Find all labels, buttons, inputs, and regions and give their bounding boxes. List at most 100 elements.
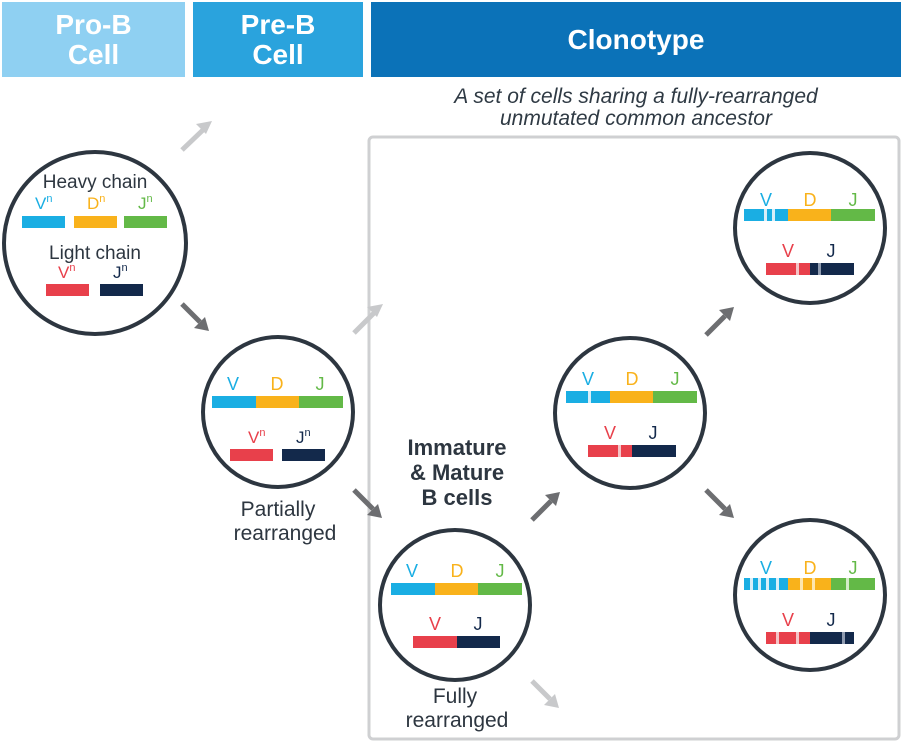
prob-j-heavy-segment — [124, 216, 167, 228]
prob-j-heavy-label: Jn — [138, 193, 153, 213]
fully-v-light-segment — [413, 636, 457, 648]
prob-j-light-label: Jn — [113, 262, 128, 282]
arrow-dark-prob-to-preb — [180, 302, 209, 331]
fully-label-line1: Fully — [433, 685, 478, 708]
mid-j-light-label: J — [649, 423, 658, 443]
arrow-dark-mature-to-mid — [530, 492, 560, 522]
immature-label-line1: Immature — [407, 435, 506, 460]
bottom-mutation-mark-5 — [800, 578, 803, 590]
mid-mutation-mark — [588, 391, 591, 403]
mid-d-label: D — [626, 369, 639, 389]
bottom-light-mutation-mark-1 — [776, 632, 779, 644]
mid-v-light-label: V — [604, 423, 616, 443]
mid-v-label: V — [582, 369, 594, 389]
top-light-mutation-mark-1 — [796, 263, 799, 275]
heavy-chain-label: Heavy chain — [43, 172, 148, 193]
fully-d-segment — [435, 583, 478, 595]
mutated-cell-middle-circle — [553, 336, 707, 490]
arrow-light-mature-down — [530, 679, 559, 708]
mutated-cell-middle: V D J V J — [553, 336, 707, 490]
top-light-mutation-mark-2 — [818, 263, 821, 275]
fully-j-light-label: J — [474, 614, 483, 634]
top-d-segment — [788, 209, 831, 221]
bottom-d-label: D — [804, 558, 817, 578]
top-j-light-segment — [810, 263, 854, 275]
fully-d-label: D — [451, 561, 464, 581]
fully-v-label: V — [406, 561, 418, 581]
pre-b-cell: V D J Vn Jn — [201, 335, 355, 489]
bottom-j-label: J — [849, 558, 858, 578]
arrow-dark-mid-to-bottom — [704, 488, 734, 518]
header-pro-b-cell: Pro-B Cell — [2, 2, 185, 77]
bottom-mutation-mark-2 — [758, 578, 761, 590]
mid-d-segment — [610, 391, 653, 403]
top-j-label: J — [849, 190, 858, 210]
mid-v-light-segment — [588, 445, 632, 457]
bottom-j-light-label: J — [827, 610, 836, 630]
fully-j-segment — [478, 583, 522, 595]
bottom-light-mutation-mark-2 — [796, 632, 799, 644]
prob-j-light-segment — [100, 284, 143, 296]
top-mutation-mark-1 — [764, 209, 767, 221]
mid-light-mutation-mark — [618, 445, 621, 457]
prob-v-light-segment — [46, 284, 89, 296]
clonotype-box — [367, 135, 901, 741]
partially-label-line1: Partially — [241, 498, 316, 521]
bottom-mutation-mark-7 — [846, 578, 849, 590]
pre-b-cell-circle — [201, 335, 355, 489]
arrow-light-prob-up — [180, 121, 212, 152]
fully-rearranged-circle — [378, 528, 532, 682]
preb-j-light-segment — [282, 449, 325, 461]
immature-label-line3: B cells — [422, 485, 493, 510]
top-v-light-segment — [766, 263, 810, 275]
header-clonotype: Clonotype — [371, 2, 901, 77]
light-chain-label: Light chain — [49, 243, 141, 264]
header-pre-b-cell: Pre-B Cell — [193, 2, 363, 77]
bottom-mutation-mark-6 — [812, 578, 815, 590]
arrows — [180, 121, 734, 708]
partially-label-line2: rearranged — [234, 522, 337, 545]
fully-v-segment — [391, 583, 435, 595]
prob-v-heavy-segment — [22, 216, 65, 228]
clonotype-caption: A set of cells sharing a fully-rearrange… — [454, 85, 818, 130]
preb-j-segment — [299, 396, 343, 408]
top-d-label: D — [804, 190, 817, 210]
pro-b-cell: Heavy chain Vn Dn Jn Light chain Vn Jn — [2, 150, 188, 336]
bottom-d-segment — [788, 578, 831, 590]
bottom-light-mutation-mark-3 — [842, 632, 845, 644]
mid-j-segment — [653, 391, 697, 403]
preb-d-segment — [256, 396, 299, 408]
bottom-mutation-mark-1 — [750, 578, 753, 590]
prob-v-heavy-label: Vn — [35, 193, 52, 213]
bottom-v-light-segment — [766, 632, 810, 644]
top-j-segment — [831, 209, 875, 221]
arrow-dark-mid-to-top — [704, 307, 734, 337]
fully-label-line2: rearranged — [406, 709, 509, 732]
prob-d-heavy-label: Dn — [87, 193, 105, 213]
mutated-cell-top-circle — [733, 151, 887, 305]
prob-d-heavy-segment — [74, 216, 117, 228]
top-v-label: V — [760, 190, 772, 210]
preb-v-light-segment — [230, 449, 273, 461]
bottom-v-light-label: V — [782, 610, 794, 630]
mutated-cell-bottom: V D J V J — [733, 518, 887, 672]
mutated-cell-top: V D J V J — [733, 151, 887, 305]
fully-v-light-label: V — [429, 614, 441, 634]
mid-j-light-segment — [632, 445, 676, 457]
top-v-light-label: V — [782, 241, 794, 261]
preb-j-label: J — [316, 374, 325, 394]
bottom-mutation-mark-4 — [776, 578, 779, 590]
prob-v-light-label: Vn — [58, 262, 75, 282]
top-j-light-label: J — [827, 241, 836, 261]
bottom-mutation-mark-3 — [766, 578, 769, 590]
preb-d-label: D — [271, 374, 284, 394]
mutated-cell-bottom-circle — [733, 518, 887, 672]
mid-j-label: J — [671, 369, 680, 389]
bottom-v-label: V — [760, 558, 772, 578]
bottom-j-light-segment — [810, 632, 854, 644]
preb-v-segment — [212, 396, 256, 408]
top-mutation-mark-2 — [772, 209, 775, 221]
fully-j-light-segment — [457, 636, 500, 648]
